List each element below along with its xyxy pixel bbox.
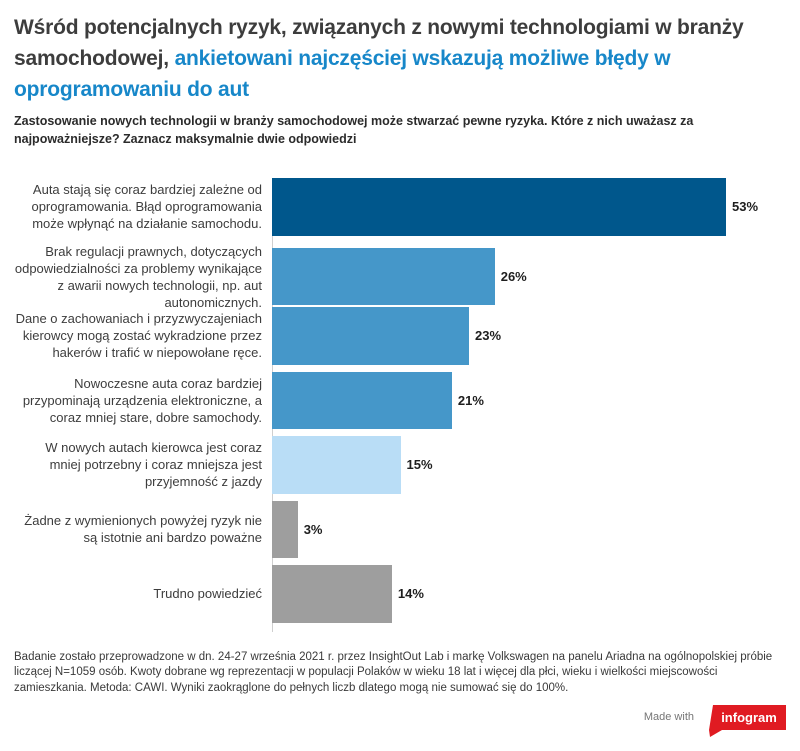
bar-label: Trudno powiedzieć bbox=[153, 586, 262, 602]
bar-value: 14% bbox=[397, 586, 424, 602]
bar bbox=[272, 500, 298, 558]
bar bbox=[272, 247, 495, 306]
bar-row: Brak regulacji prawnych, dotyczących odp… bbox=[14, 243, 786, 310]
bar-value: 26% bbox=[500, 269, 527, 284]
bar-row: Auta stają się coraz bardziej zależne od… bbox=[14, 178, 786, 236]
chart-title-main: Wśród potencjalnych ryzyk, związanych z … bbox=[14, 16, 744, 70]
bar-value: 21% bbox=[457, 392, 484, 408]
chart-question: Zastosowanie nowych technologii w branży… bbox=[14, 114, 694, 146]
bar-value: 3% bbox=[303, 521, 323, 537]
bar-label: Nowoczesne auta coraz bardziej przypomin… bbox=[22, 375, 262, 425]
chart-title-accent: ankietowani najczęściej wskazują możliwe… bbox=[14, 47, 671, 101]
credit-row: Made with infogram bbox=[14, 705, 786, 738]
bar-row: Żadne z wymienionych powyżej ryzyk nie s… bbox=[14, 500, 786, 558]
bar-cell: 3% bbox=[272, 500, 786, 558]
bar bbox=[272, 436, 401, 494]
bar-row: W nowych autach kierowca jest coraz mnie… bbox=[14, 436, 786, 494]
bar bbox=[272, 307, 470, 365]
bar bbox=[272, 371, 452, 429]
bar bbox=[272, 565, 392, 623]
chart-title: Wśród potencjalnych ryzyk, związanych z … bbox=[14, 12, 786, 105]
made-with-label: Made with bbox=[643, 711, 694, 723]
bar-row: Trudno powiedzieć 14% bbox=[14, 565, 786, 623]
methodology-note: Badanie zostało przeprowadzone w dn. 24-… bbox=[14, 650, 773, 694]
bar-row: Dane o zachowaniach i przyzwyczajeniach … bbox=[14, 307, 786, 365]
infogram-badge-label: infogram bbox=[721, 710, 777, 725]
bar-cell: 23% bbox=[272, 307, 786, 365]
bar-value: 23% bbox=[475, 328, 502, 344]
bar-cell: 21% bbox=[272, 371, 786, 429]
bar-value: 53% bbox=[732, 199, 759, 215]
infogram-logo-badge[interactable]: infogram bbox=[702, 705, 786, 738]
bar-cell: 14% bbox=[272, 565, 786, 623]
bar-label: Dane o zachowaniach i przyzwyczajeniach … bbox=[15, 311, 262, 361]
bar-cell: 15% bbox=[272, 436, 786, 494]
bar-cell: 53% bbox=[272, 178, 786, 236]
bar-chart: Auta stają się coraz bardziej zależne od… bbox=[14, 178, 786, 631]
bar-value: 15% bbox=[406, 457, 433, 473]
bar bbox=[272, 178, 727, 236]
bar-label: W nowych autach kierowca jest coraz mnie… bbox=[45, 440, 262, 490]
bar-cell: 26% bbox=[272, 247, 786, 306]
bar-label: Brak regulacji prawnych, dotyczących odp… bbox=[14, 243, 262, 310]
bar-label: Żadne z wymienionych powyżej ryzyk nie s… bbox=[24, 513, 262, 546]
bar-label: Auta stają się coraz bardziej zależne od… bbox=[31, 182, 262, 232]
bar-row: Nowoczesne auta coraz bardziej przypomin… bbox=[14, 371, 786, 429]
